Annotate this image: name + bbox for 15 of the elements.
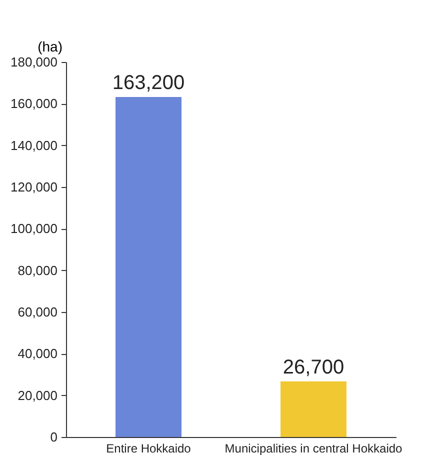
- y-tick-label: 60,000: [18, 304, 58, 320]
- y-tick-label: 140,000: [10, 138, 58, 153]
- x-tick-label: Entire Hokkaido: [106, 442, 192, 456]
- y-tick-label: 80,000: [18, 262, 58, 278]
- x-tick-label: Municipalities in central Hokkaido: [224, 442, 403, 456]
- y-tick-label: 0: [50, 430, 58, 444]
- y-tick-label: 160,000: [10, 96, 58, 112]
- data-label: 163,200: [112, 72, 185, 94]
- y-tick-label: 120,000: [10, 180, 58, 194]
- y-tick-label: 40,000: [18, 346, 58, 362]
- y-tick-label: 100,000: [10, 221, 58, 236]
- y-tick-label: 20,000: [18, 388, 58, 403]
- y-axis-title: (ha): [38, 38, 62, 54]
- y-tick-label: 180,000: [10, 54, 58, 70]
- data-label: 26,700: [282, 356, 344, 378]
